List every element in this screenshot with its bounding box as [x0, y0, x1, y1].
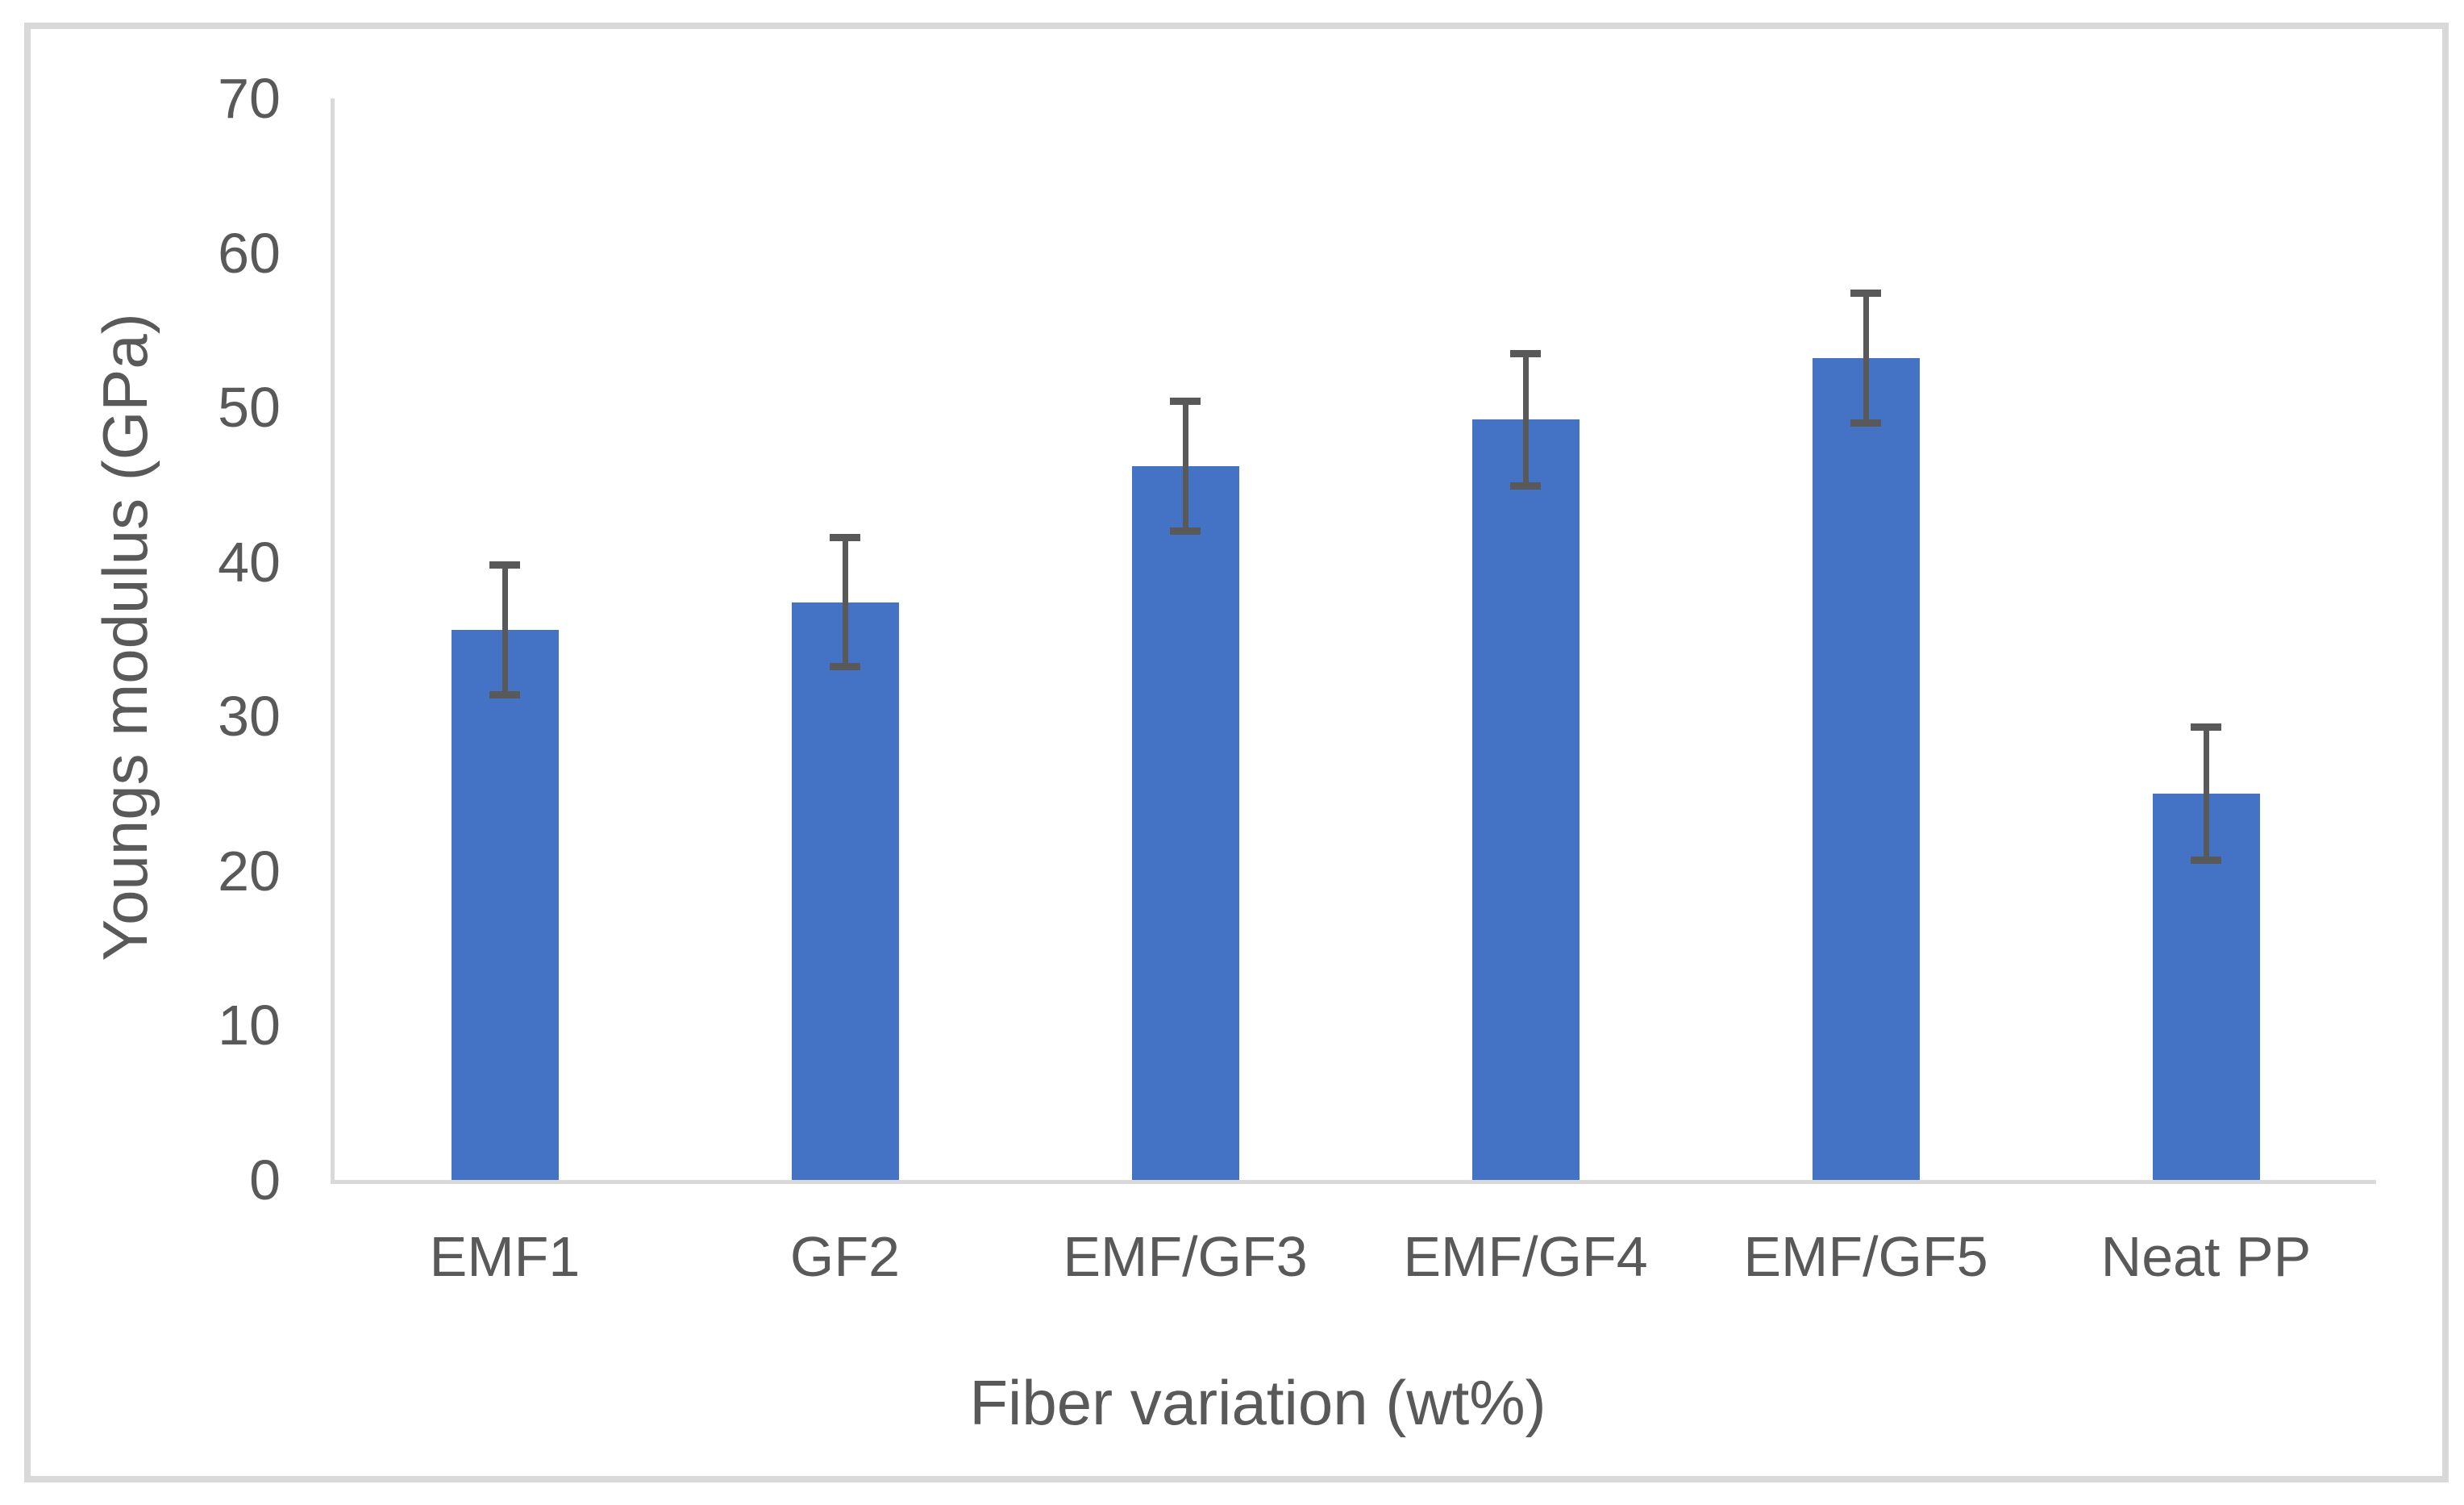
y-tick-label: 70	[218, 67, 281, 130]
error-bar-cap	[2191, 723, 2221, 731]
x-category-label: Neat PP	[2100, 1225, 2312, 1288]
bar-GF2	[792, 602, 899, 1180]
y-tick-label: 30	[218, 685, 281, 748]
bar-EMF/GF5	[1813, 358, 1920, 1180]
bar-EMF1	[452, 630, 559, 1180]
x-category-label: EMF1	[429, 1225, 581, 1288]
error-bar-cap	[489, 561, 520, 569]
error-bar-cap	[1170, 527, 1201, 535]
plot-area	[331, 98, 2376, 1184]
error-bar-stem	[1863, 293, 1869, 423]
x-category-label: EMF/GF4	[1403, 1225, 1648, 1288]
bar-EMF/GF3	[1132, 466, 1239, 1180]
error-bar-stem	[1183, 401, 1188, 531]
y-tick-label: 50	[218, 376, 281, 440]
error-bar-cap	[1850, 290, 1881, 297]
error-bar-cap	[1510, 482, 1541, 490]
y-tick-label: 0	[249, 1149, 281, 1211]
error-bar-cap	[489, 691, 520, 698]
y-tick-label: 60	[218, 221, 281, 285]
chart-border	[24, 23, 2449, 1482]
x-category-label: EMF/GF5	[1743, 1225, 1988, 1288]
error-bar-cap	[1850, 419, 1881, 427]
error-bar-cap	[1170, 398, 1201, 405]
x-category-label: EMF/GF3	[1063, 1225, 1308, 1288]
y-axis-tick-labels: 0 10 20 30 40 50 60 70	[0, 0, 281, 1505]
x-axis-title: Fiber variation (wt%)	[969, 1367, 1546, 1438]
error-bar-stem	[2204, 727, 2209, 861]
y-tick-label: 10	[218, 994, 281, 1057]
y-tick-label: 20	[218, 839, 281, 903]
y-tick-label: 40	[218, 530, 281, 594]
error-bar-cap	[830, 663, 860, 670]
bar-EMF/GF4	[1472, 419, 1580, 1180]
error-bar-cap	[1510, 350, 1541, 357]
error-bar-stem	[502, 565, 508, 695]
x-category-label: GF2	[789, 1225, 901, 1288]
error-bar-cap	[830, 534, 860, 541]
error-bar-stem	[843, 537, 848, 667]
error-bar-stem	[1523, 353, 1529, 486]
error-bar-cap	[2191, 857, 2221, 864]
